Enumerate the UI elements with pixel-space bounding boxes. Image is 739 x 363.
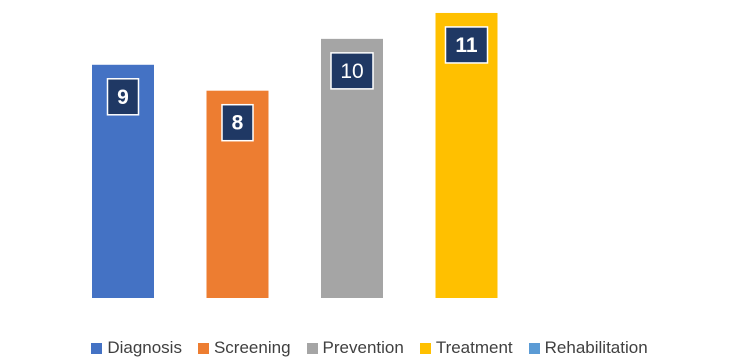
bar-chart: 9 8 10 11 [92,12,498,299]
legend-item-treatment[interactable]: Treatment [419,338,513,358]
legend-label-rehabilitation: Rehabilitation [544,338,648,357]
data-label-diagnosis: 9 [117,86,129,109]
data-label-prevention: 10 [340,60,363,83]
data-label-screening: 8 [232,112,244,135]
legend-label-diagnosis: Diagnosis [107,338,182,357]
data-label-box-screening [221,103,254,142]
legend-label-treatment: Treatment [435,338,513,357]
legend-item-screening[interactable]: Screening [197,338,291,358]
data-label-box-treatment [444,26,489,64]
legend-item-rehabilitation[interactable]: Rehabilitation [528,338,648,358]
legend-label-screening: Screening [213,338,291,357]
legend-swatch-screening [197,342,209,354]
legend-swatch-rehabilitation [528,342,540,354]
legend-swatch-diagnosis [91,342,103,354]
data-label-box-prevention [330,52,374,90]
chart-legend: Diagnosis Screening Prevention Treatment… [0,338,739,358]
legend-label-prevention: Prevention [322,338,404,357]
data-label-box-diagnosis [106,78,140,116]
legend-swatch-treatment [419,342,431,354]
legend-item-diagnosis[interactable]: Diagnosis [91,338,182,358]
data-label-treatment: 11 [455,34,478,57]
legend-item-prevention[interactable]: Prevention [306,338,404,358]
legend-swatch-prevention [306,342,318,354]
